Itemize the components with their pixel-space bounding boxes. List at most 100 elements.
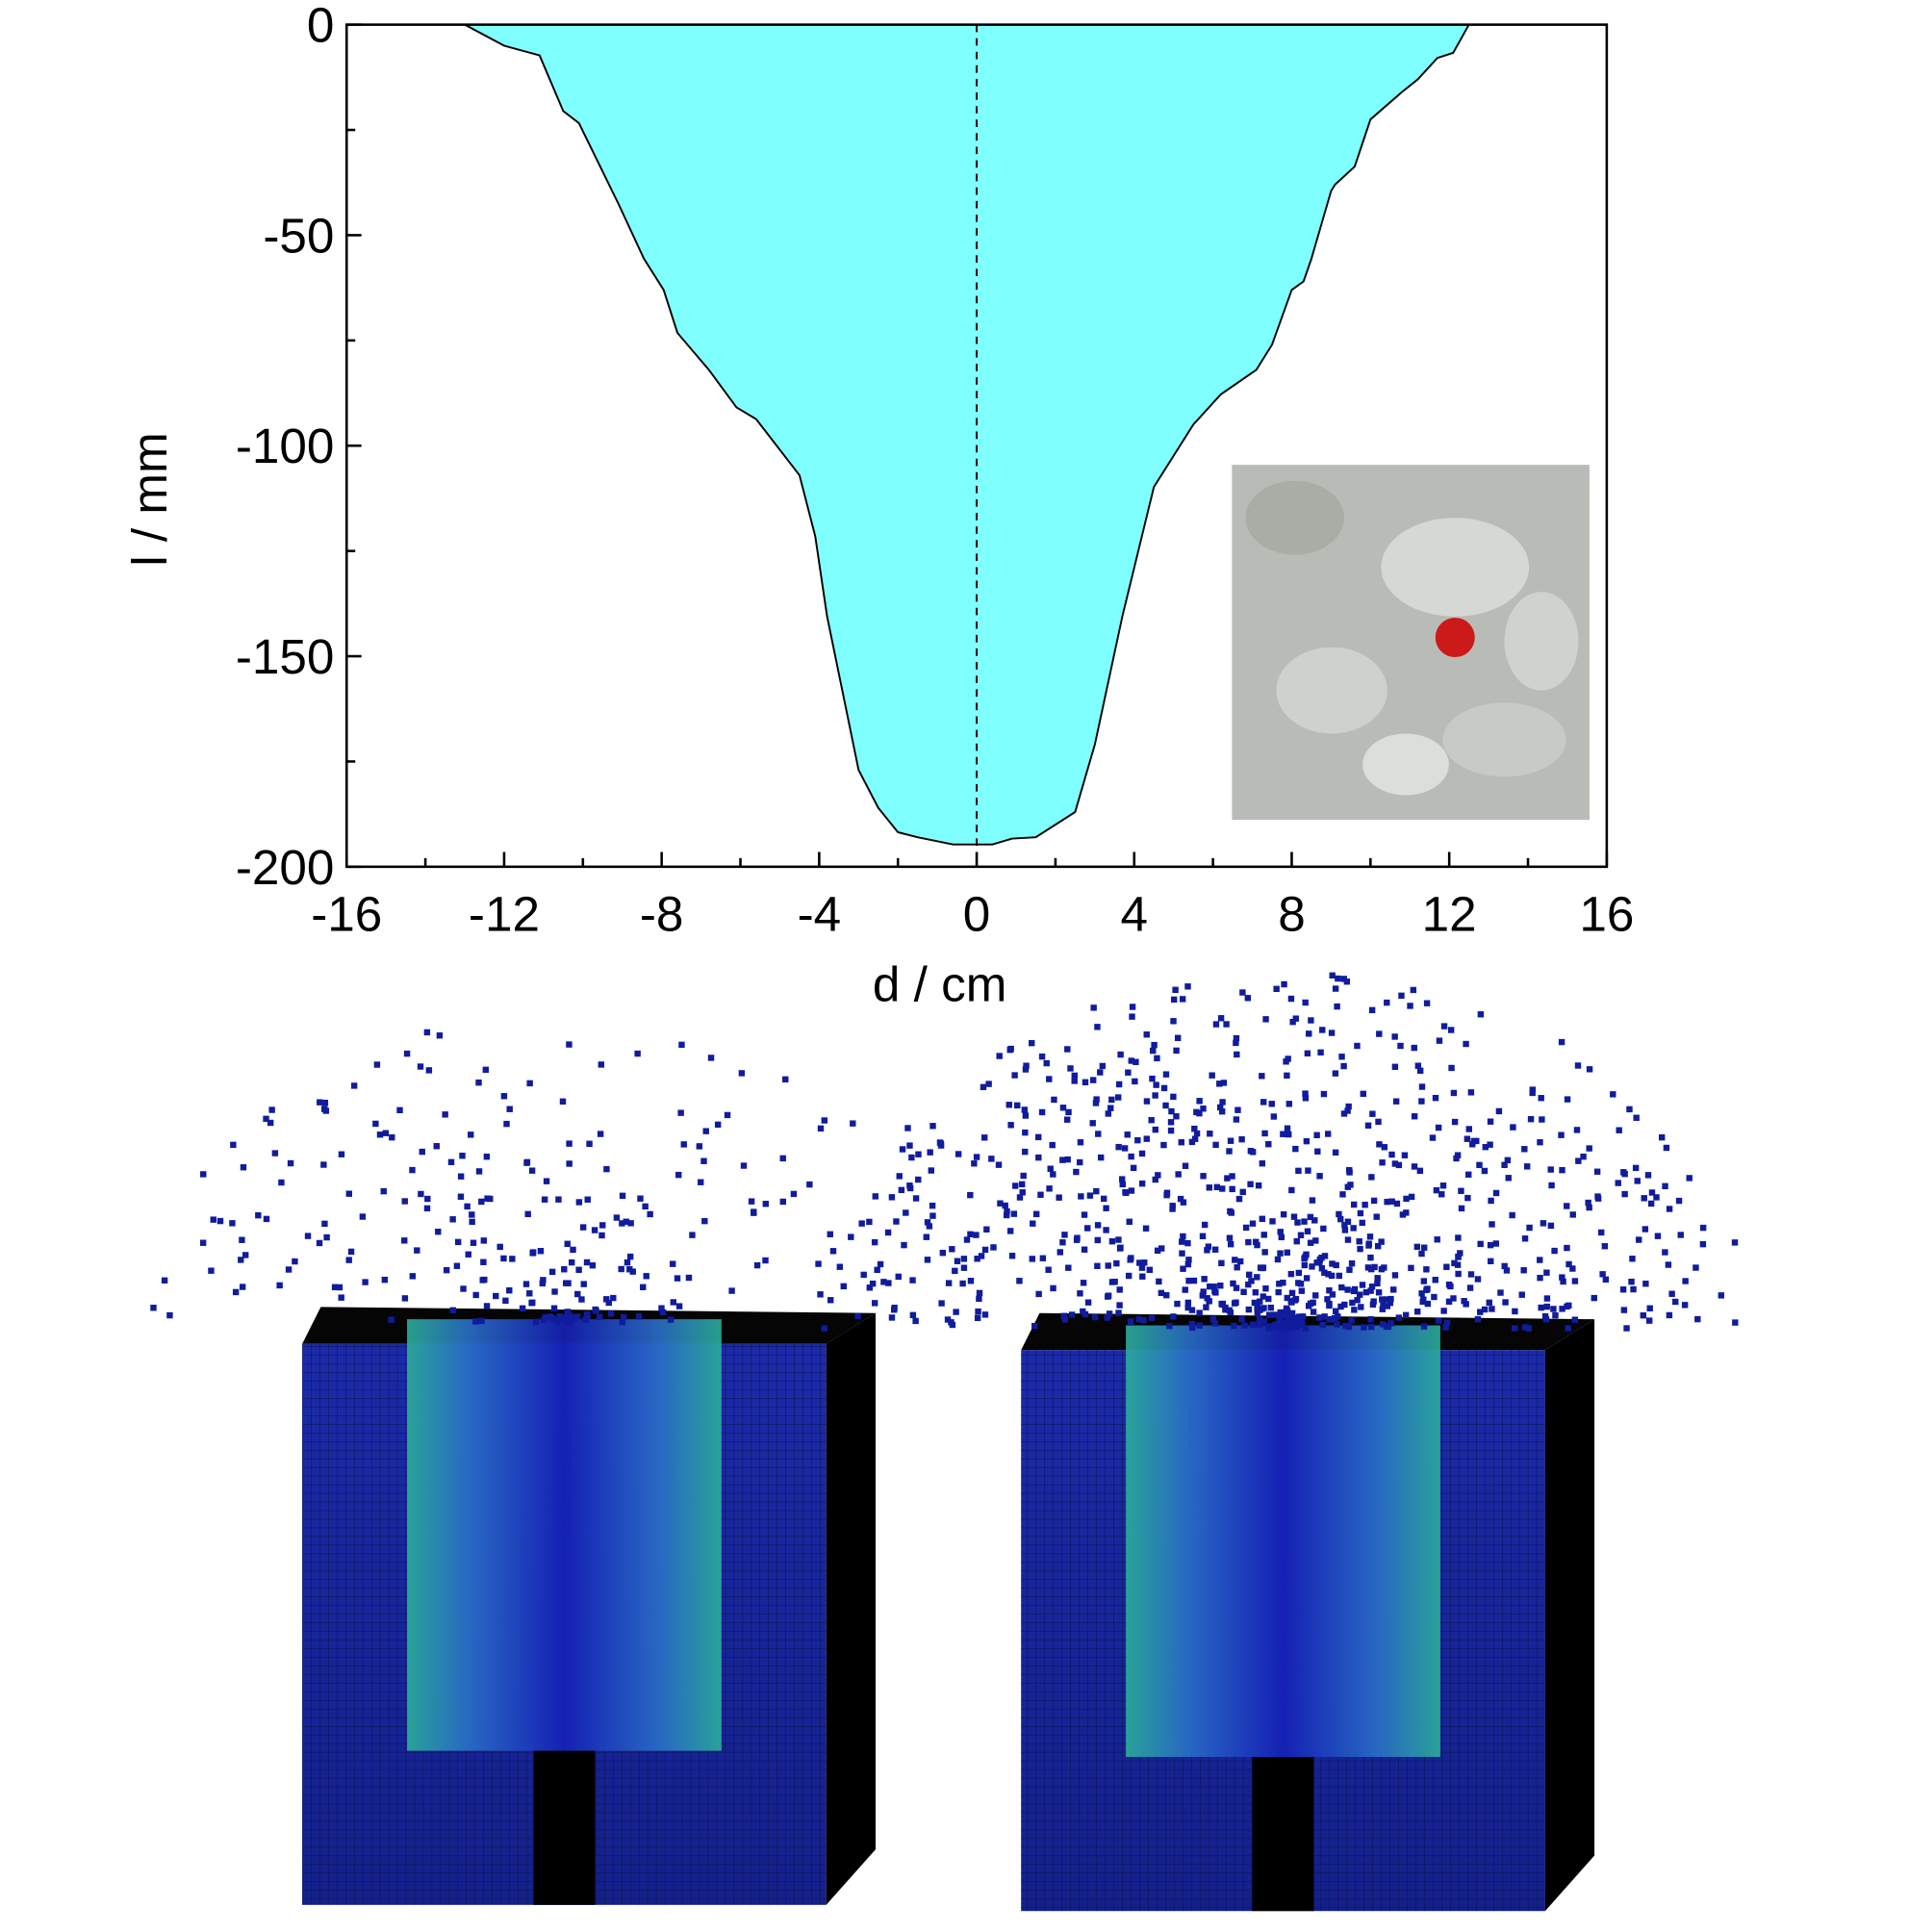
particle — [1523, 1163, 1531, 1170]
particle — [591, 1227, 598, 1233]
particle — [1564, 1096, 1571, 1103]
particle — [1318, 1265, 1326, 1272]
particle — [912, 1195, 920, 1202]
particle — [926, 1223, 933, 1230]
particle — [1398, 992, 1405, 1000]
particle — [1193, 1130, 1201, 1137]
particle — [607, 1310, 615, 1317]
particle — [1347, 1182, 1354, 1188]
particle — [1602, 1276, 1610, 1284]
particle — [500, 1093, 508, 1100]
particle — [874, 1266, 880, 1274]
particle — [1005, 1102, 1012, 1108]
particle — [1191, 1125, 1198, 1132]
particle — [1364, 1264, 1372, 1271]
particle — [973, 1154, 980, 1160]
particle — [338, 1151, 345, 1157]
particle — [1143, 1031, 1150, 1038]
particle — [915, 1176, 922, 1183]
particle — [1007, 1122, 1014, 1129]
particle — [1424, 1300, 1432, 1308]
particle — [1488, 1197, 1494, 1205]
particle — [821, 1325, 827, 1332]
particle — [1167, 1119, 1175, 1126]
particle — [304, 1233, 312, 1239]
particle — [1284, 1249, 1290, 1257]
particle — [1374, 1275, 1381, 1282]
particle — [1464, 1194, 1471, 1202]
particle — [1073, 1168, 1080, 1176]
particle — [1211, 1246, 1219, 1253]
inset-photo — [1232, 465, 1590, 821]
particle — [1201, 1221, 1209, 1229]
particle — [1269, 1218, 1276, 1225]
particle — [1374, 1242, 1382, 1250]
particle — [1408, 1193, 1415, 1201]
particle — [1138, 1150, 1146, 1157]
particle — [586, 1140, 593, 1147]
particle — [1254, 1274, 1260, 1281]
particle — [200, 1171, 207, 1178]
particle — [1059, 1157, 1066, 1163]
particle — [1329, 1260, 1336, 1267]
particle — [1319, 1027, 1326, 1033]
particle — [1002, 1202, 1008, 1209]
particle — [1189, 1324, 1196, 1332]
particle — [1199, 1233, 1207, 1240]
particle — [1180, 1265, 1186, 1272]
particle — [1537, 1138, 1543, 1146]
x-tick-label: -8 — [640, 886, 684, 941]
particle — [232, 1288, 240, 1296]
particle — [978, 1253, 985, 1259]
particle — [598, 1232, 605, 1239]
particle — [1311, 1217, 1318, 1224]
particle — [817, 1291, 824, 1298]
particle — [1022, 1066, 1030, 1073]
particle — [1278, 1233, 1285, 1241]
particle — [1071, 1078, 1078, 1084]
particle — [1434, 1236, 1440, 1243]
particle — [779, 1155, 786, 1162]
particle — [1388, 1151, 1395, 1158]
particle — [1212, 1141, 1219, 1149]
particle — [858, 1220, 865, 1227]
particle — [475, 1079, 482, 1086]
particle — [1440, 1023, 1448, 1030]
particle — [1245, 1281, 1252, 1288]
particle — [906, 1184, 914, 1192]
particle — [1512, 1325, 1518, 1332]
particle — [276, 1282, 283, 1289]
particle — [1288, 1289, 1296, 1297]
particle — [1151, 1041, 1158, 1049]
particle — [1379, 1296, 1386, 1303]
particle — [1094, 1222, 1102, 1229]
particle — [1284, 1312, 1291, 1319]
y-tick-label: -150 — [236, 629, 335, 684]
particle — [884, 1229, 892, 1236]
particle — [1294, 1319, 1302, 1327]
particle — [1312, 1237, 1319, 1244]
particle — [1376, 1030, 1383, 1037]
particle — [1082, 1079, 1089, 1085]
particle — [401, 1237, 408, 1244]
particle — [528, 1300, 535, 1307]
particle — [1155, 1172, 1161, 1179]
particle — [1260, 1318, 1267, 1325]
particle — [1077, 1290, 1083, 1297]
particle — [1418, 1290, 1425, 1297]
particle — [635, 1313, 643, 1320]
particle — [1184, 1260, 1192, 1268]
particle — [1345, 1103, 1352, 1110]
particle — [389, 1133, 395, 1141]
particle — [1391, 1063, 1399, 1070]
particle — [1068, 1311, 1076, 1318]
particle — [1601, 1243, 1609, 1250]
particle — [263, 1215, 270, 1223]
particle — [1380, 1302, 1387, 1309]
particle — [321, 1106, 328, 1112]
particle — [1540, 1220, 1547, 1227]
particle — [1699, 1240, 1707, 1248]
particle — [1644, 1172, 1652, 1179]
particle — [885, 1280, 892, 1286]
particle — [1127, 1318, 1134, 1325]
